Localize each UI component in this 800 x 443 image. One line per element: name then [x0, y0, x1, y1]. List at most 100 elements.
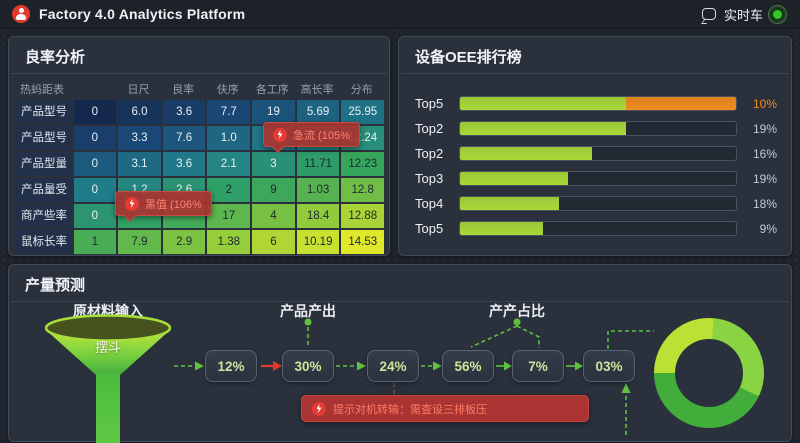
bottom-alert-banner: 提示对机转输：需查设三排板压: [301, 395, 589, 422]
heatmap-cell: 10.19: [297, 230, 340, 254]
heatmap-cell: 0: [74, 178, 117, 202]
heatmap-cell: 2: [207, 178, 250, 202]
oee-bar-row: Top2 19%: [415, 116, 777, 141]
heatmap-cell: 14.53: [341, 230, 384, 254]
oee-bar-value: 9%: [737, 222, 777, 236]
oee-bar-row: Top5 9%: [415, 216, 777, 241]
heatmap-cell: 1.38: [207, 230, 250, 254]
flow-step-box: 30%: [282, 350, 334, 382]
oee-bar-label: Top4: [415, 196, 459, 211]
heatmap-cell: 5.69: [297, 100, 340, 124]
heatmap-cell: 6.0: [118, 100, 161, 124]
status-indicator-light[interactable]: [771, 8, 784, 21]
alert-flash-icon: [312, 402, 326, 416]
alert-flash-icon: [273, 128, 287, 142]
oee-panel-title: 设备OEE排行榜: [399, 37, 791, 73]
oee-bar-row: Top2 16%: [415, 141, 777, 166]
funnel-shape: [46, 316, 170, 443]
alert-tooltip: 急流 (105%: [263, 122, 360, 147]
heatmap-column-header: 日尺: [116, 81, 161, 97]
heatmap-cell: 2.9: [163, 230, 206, 254]
oee-bar-fill: [460, 122, 626, 135]
oee-bar-track: [459, 196, 737, 211]
heatmap-cell: 12.88: [341, 204, 384, 228]
oee-bar-label: Top5: [415, 96, 459, 111]
oee-bar-track: [459, 96, 737, 111]
heatmap-cell: 1.03: [297, 178, 340, 202]
heatmap-cell: 7.6: [163, 126, 206, 150]
oee-bar-track: [459, 121, 737, 136]
oee-bar-track: [459, 146, 737, 161]
funnel-caption: 摆斗: [73, 337, 143, 356]
heatmap-row-label: 产品量受: [16, 178, 72, 202]
alert-flash-icon: [125, 197, 139, 211]
app-logo-icon: [12, 5, 30, 23]
oee-bar-fill: [460, 147, 592, 160]
flow-step-box: 24%: [367, 350, 419, 382]
alert-tooltip-text: 急流 (105%: [293, 127, 350, 143]
heatmap-cell: 0: [74, 152, 117, 176]
oee-bar-fill: [460, 172, 568, 185]
oee-bar-track: [459, 171, 737, 186]
heatmap-cell: 0: [74, 126, 117, 150]
alert-tooltip-text: 黑值 (106%: [145, 196, 202, 212]
flow-step-box: 12%: [205, 350, 257, 382]
heatmap-header-row: 热蚂距表日尺良率伕序各工序高长率分布: [16, 81, 384, 97]
oee-bar-row: Top4 18%: [415, 191, 777, 216]
heatmap-cell: 3.1: [118, 152, 161, 176]
heatmap-column-header: 分布: [339, 81, 384, 97]
heatmap-cell: 3.6: [163, 100, 206, 124]
app-title: Factory 4.0 Analytics Platform: [39, 6, 245, 22]
heatmap-cell: 25.95: [341, 100, 384, 124]
heatmap-cell: 3.3: [118, 126, 161, 150]
donut-chart: [654, 318, 764, 428]
oee-bar-label: Top2: [415, 146, 459, 161]
notification-bubble-icon[interactable]: [702, 8, 716, 20]
production-forecast-panel: 产量预测 原材料输入 产品产出 产产占比: [8, 264, 792, 442]
bottom-alert-text: 提示对机转输：需查设三排板压: [333, 401, 487, 417]
heatmap-row-label: 产品型量: [16, 152, 72, 176]
heatmap-cell: 12.23: [341, 152, 384, 176]
oee-bar-fill: [460, 222, 543, 235]
oee-bar-value: 19%: [737, 122, 777, 136]
heatmap-cell: 1: [74, 230, 117, 254]
flow-step-box: 03%: [583, 350, 635, 382]
flow-step-box: 7%: [512, 350, 564, 382]
heatmap-row-label: 产品型号: [16, 126, 72, 150]
heatmap-cell: 3.6: [163, 152, 206, 176]
realtime-status-label: 实时车: [724, 5, 763, 24]
heatmap-cell: 0: [74, 100, 117, 124]
oee-bar-label: Top5: [415, 221, 459, 236]
heatmap-column-header: 良率: [161, 81, 206, 97]
oee-bar-label: Top2: [415, 121, 459, 136]
heatmap-cell: 12.8: [341, 178, 384, 202]
heatmap-row-label: 产品型号: [16, 100, 72, 124]
flow-step-box: 56%: [442, 350, 494, 382]
oee-bar-value: 19%: [737, 172, 777, 186]
heatmap-column-header: 伕序: [205, 81, 250, 97]
heatmap-cell: 17: [207, 204, 250, 228]
heatmap-cell: 11.71: [297, 152, 340, 176]
heatmap-cell: 1.0: [207, 126, 250, 150]
oee-bar-value: 18%: [737, 197, 777, 211]
oee-bar-value: 16%: [737, 147, 777, 161]
oee-bar-track: [459, 221, 737, 236]
alert-tooltip: 黑值 (106%: [115, 191, 212, 216]
heatmap-cell: 9: [252, 178, 295, 202]
heatmap-column-header: 热蚂距表: [16, 81, 116, 97]
oee-bar-fill: [460, 97, 626, 110]
heatmap-row-label: 商产些率: [16, 204, 72, 228]
oee-bar-fill: [460, 197, 559, 210]
heatmap-row-label: 鼠标长率: [16, 230, 72, 254]
yield-panel-title: 良率分析: [9, 37, 389, 73]
heatmap-column-header: 各工序: [250, 81, 295, 97]
heatmap-cell: 2.1: [207, 152, 250, 176]
heatmap-cell: 4: [252, 204, 295, 228]
topbar-right: 实时车: [702, 5, 788, 24]
